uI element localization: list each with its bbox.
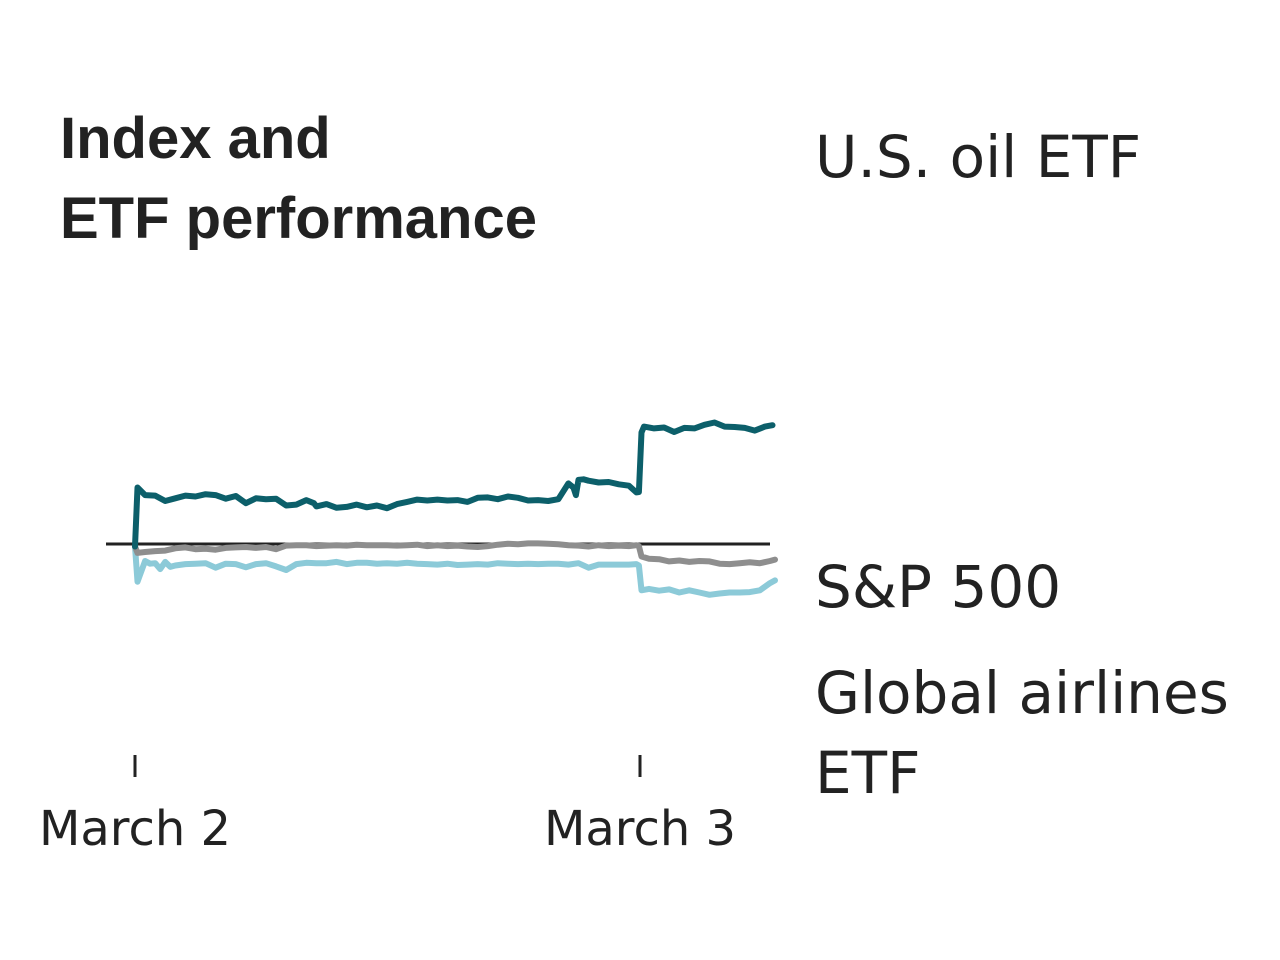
series-label-airlines-etf-line-1: Global airlines: [815, 659, 1229, 727]
x-tick-label-march-3: March 3: [544, 801, 736, 857]
series-line-sp500: [132, 540, 778, 568]
series-label-airlines-etf-line-2: ETF: [815, 739, 920, 807]
series-line-oil-etf: [132, 419, 776, 550]
chart-title-line-2: ETF performance: [60, 186, 537, 251]
x-tick-label-march-2: March 2: [39, 801, 231, 857]
chart-title-line-1: Index and: [60, 106, 331, 171]
series-layer: [132, 419, 778, 598]
series-line-airlines-etf: [132, 543, 778, 598]
series-label-sp500: S&P 500: [815, 553, 1061, 621]
series-label-oil-etf: U.S. oil ETF: [815, 123, 1141, 191]
